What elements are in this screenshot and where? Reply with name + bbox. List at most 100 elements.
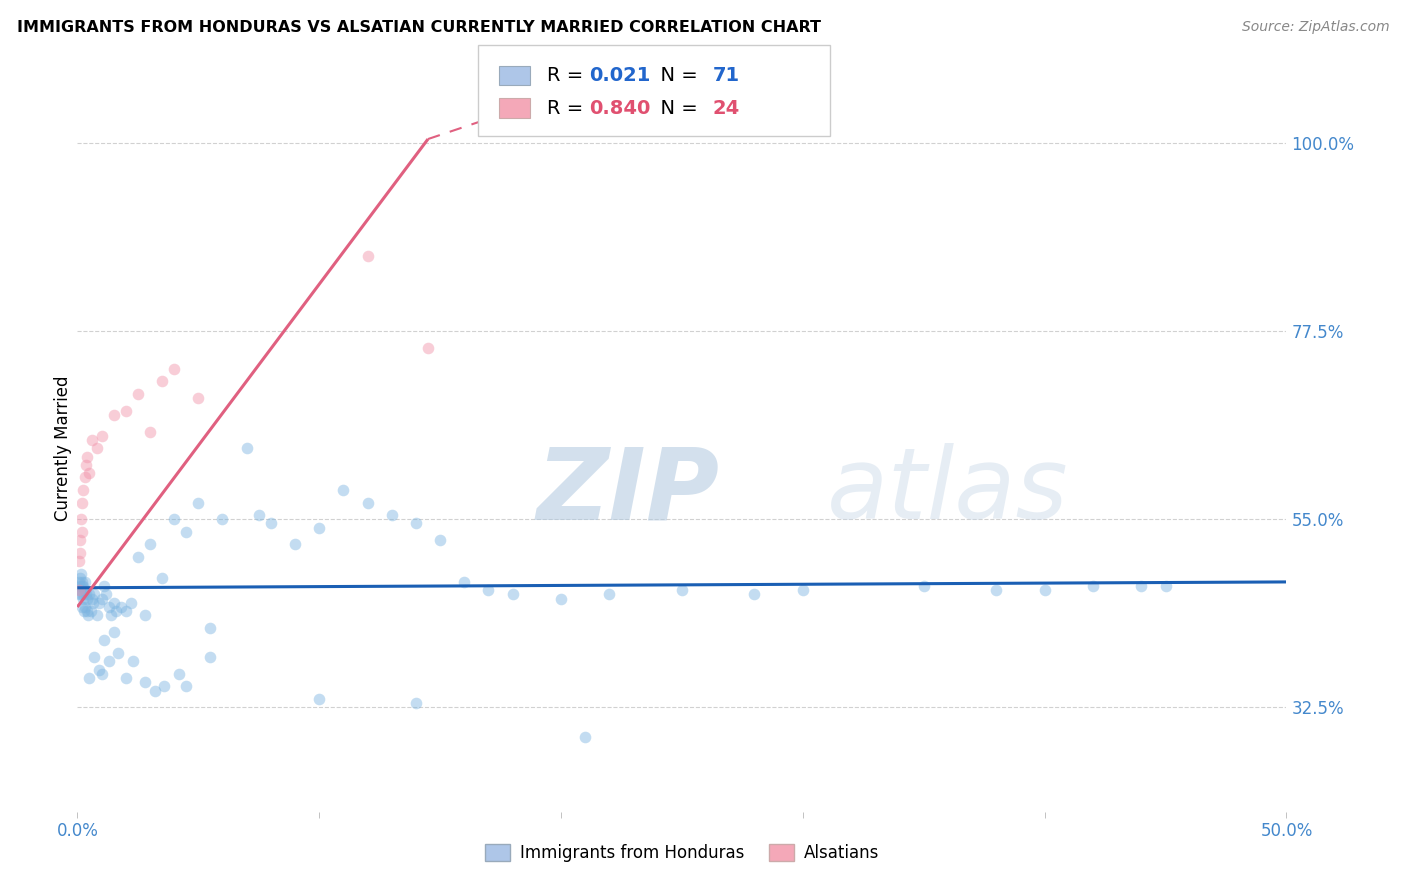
- Point: [69, 583, 91, 598]
- Text: IMMIGRANTS FROM HONDURAS VS ALSATIAN CURRENTLY MARRIED CORRELATION CHART: IMMIGRANTS FROM HONDURAS VS ALSATIAN CUR…: [17, 20, 821, 35]
- Legend: Immigrants from Honduras, Alsatians: Immigrants from Honduras, Alsatians: [478, 838, 886, 869]
- Point: [69, 571, 91, 585]
- Point: [174, 679, 197, 693]
- Point: [986, 583, 1008, 598]
- Point: [174, 524, 197, 539]
- Point: [90, 591, 112, 606]
- Point: [110, 599, 132, 614]
- Point: [72, 483, 94, 497]
- Point: [598, 587, 620, 601]
- Point: [82, 596, 104, 610]
- Point: [67, 583, 90, 598]
- Point: [381, 508, 404, 522]
- Point: [79, 671, 101, 685]
- Text: N =: N =: [648, 66, 704, 85]
- Point: [79, 604, 101, 618]
- Point: [70, 579, 93, 593]
- Point: [67, 554, 90, 568]
- Point: [105, 604, 128, 618]
- Point: [127, 387, 149, 401]
- Point: [70, 512, 93, 526]
- Point: [97, 599, 120, 614]
- Point: [73, 574, 96, 589]
- Point: [69, 533, 91, 548]
- Point: [67, 574, 90, 589]
- Point: [163, 362, 186, 376]
- Point: [332, 483, 354, 497]
- Point: [127, 549, 149, 564]
- Point: [167, 666, 190, 681]
- Point: [120, 596, 142, 610]
- Point: [103, 625, 125, 640]
- Point: [114, 403, 136, 417]
- Point: [143, 683, 166, 698]
- Point: [187, 391, 209, 405]
- Point: [100, 608, 122, 623]
- Point: [308, 692, 330, 706]
- Point: [70, 574, 93, 589]
- Point: [200, 621, 222, 635]
- Point: [200, 650, 222, 665]
- Point: [134, 608, 156, 623]
- Point: [72, 579, 94, 593]
- Text: 71: 71: [713, 66, 740, 85]
- Point: [96, 587, 118, 601]
- Point: [87, 596, 110, 610]
- Point: [73, 583, 96, 598]
- Point: [134, 675, 156, 690]
- Point: [1154, 579, 1177, 593]
- Point: [72, 587, 94, 601]
- Point: [76, 591, 98, 606]
- Text: atlas: atlas: [827, 443, 1069, 541]
- Point: [76, 450, 98, 464]
- Point: [70, 495, 93, 509]
- Point: [416, 341, 439, 355]
- Point: [73, 470, 96, 484]
- Point: [114, 671, 136, 685]
- Point: [139, 537, 162, 551]
- Point: [405, 516, 427, 531]
- Text: R =: R =: [547, 99, 589, 118]
- Point: [405, 696, 427, 710]
- Point: [453, 574, 475, 589]
- Point: [1033, 583, 1056, 598]
- Text: 0.840: 0.840: [589, 99, 651, 118]
- Point: [70, 599, 93, 614]
- Y-axis label: Currently Married: Currently Married: [53, 376, 72, 521]
- Point: [70, 587, 93, 601]
- Point: [550, 591, 572, 606]
- Point: [153, 679, 176, 693]
- Point: [308, 520, 330, 534]
- Point: [139, 425, 162, 439]
- Point: [502, 587, 524, 601]
- Point: [67, 587, 90, 601]
- Point: [86, 608, 108, 623]
- Point: [671, 583, 693, 598]
- Point: [83, 650, 105, 665]
- Point: [79, 587, 101, 601]
- Point: [70, 566, 93, 581]
- Point: [235, 442, 257, 456]
- Point: [77, 608, 100, 623]
- Point: [97, 654, 120, 668]
- Point: [87, 663, 110, 677]
- Point: [114, 604, 136, 618]
- Point: [80, 433, 103, 447]
- Point: [260, 516, 283, 531]
- Point: [103, 596, 125, 610]
- Point: [1081, 579, 1104, 593]
- Point: [86, 442, 108, 456]
- Point: [103, 408, 125, 422]
- Point: [90, 666, 112, 681]
- Point: [356, 495, 378, 509]
- Point: [107, 646, 129, 660]
- Point: [477, 583, 499, 598]
- Point: [75, 587, 97, 601]
- Point: [187, 495, 209, 509]
- Point: [93, 633, 115, 648]
- Point: [163, 512, 186, 526]
- Point: [1130, 579, 1153, 593]
- Point: [69, 546, 91, 560]
- Point: [75, 458, 97, 472]
- Point: [284, 537, 307, 551]
